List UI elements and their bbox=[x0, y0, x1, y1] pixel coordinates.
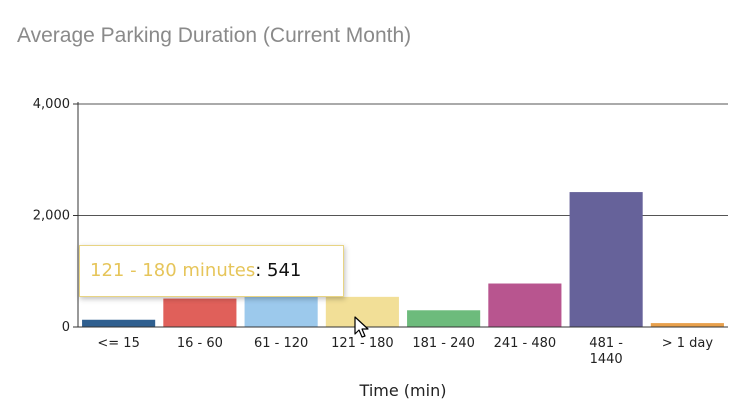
bar-1[interactable] bbox=[163, 298, 237, 327]
axes bbox=[73, 102, 728, 328]
bar-7[interactable] bbox=[650, 323, 724, 327]
x-tick-label-5: 241 - 480 bbox=[494, 336, 557, 351]
bar-3[interactable] bbox=[325, 296, 399, 327]
x-tick-label-4: 181 - 240 bbox=[412, 336, 475, 351]
tooltip-separator: : bbox=[255, 260, 268, 281]
x-tick-label-3: 121 - 180 bbox=[331, 336, 394, 351]
tooltip: 121 - 180 minutes: 541 bbox=[79, 245, 344, 297]
bar-2[interactable] bbox=[244, 296, 318, 327]
x-tick-label-2: 61 - 120 bbox=[254, 336, 308, 351]
y-tick-label-2: 0 bbox=[62, 320, 70, 335]
x-tick-label-7: > 1 day bbox=[662, 336, 714, 351]
bars bbox=[82, 192, 724, 327]
y-tick-label-1: 2,000 bbox=[33, 209, 70, 224]
y-tick-label-0: 4,000 bbox=[33, 97, 70, 112]
x-tick-label-6: 481 -1440 bbox=[589, 336, 623, 367]
bar-0[interactable] bbox=[82, 319, 156, 327]
x-tick-label-0: <= 15 bbox=[97, 336, 139, 351]
tooltip-label: 121 - 180 minutes bbox=[90, 260, 256, 281]
x-tick-label-1: 16 - 60 bbox=[177, 336, 223, 351]
bar-4[interactable] bbox=[407, 310, 481, 327]
x-tick-labels: <= 15 16 - 60 61 - 120 121 - 180 181 - 240 24… bbox=[97, 336, 713, 367]
x-axis-title: Time (min) bbox=[359, 381, 447, 400]
bar-5[interactable] bbox=[488, 283, 562, 327]
bar-6[interactable] bbox=[569, 192, 643, 327]
mouse-pointer-icon bbox=[354, 316, 369, 338]
y-tick-labels: 4,000 2,000 0 bbox=[33, 97, 70, 335]
chart-title: Average Parking Duration (Current Month) bbox=[17, 24, 412, 47]
tooltip-value: 541 bbox=[267, 260, 302, 281]
